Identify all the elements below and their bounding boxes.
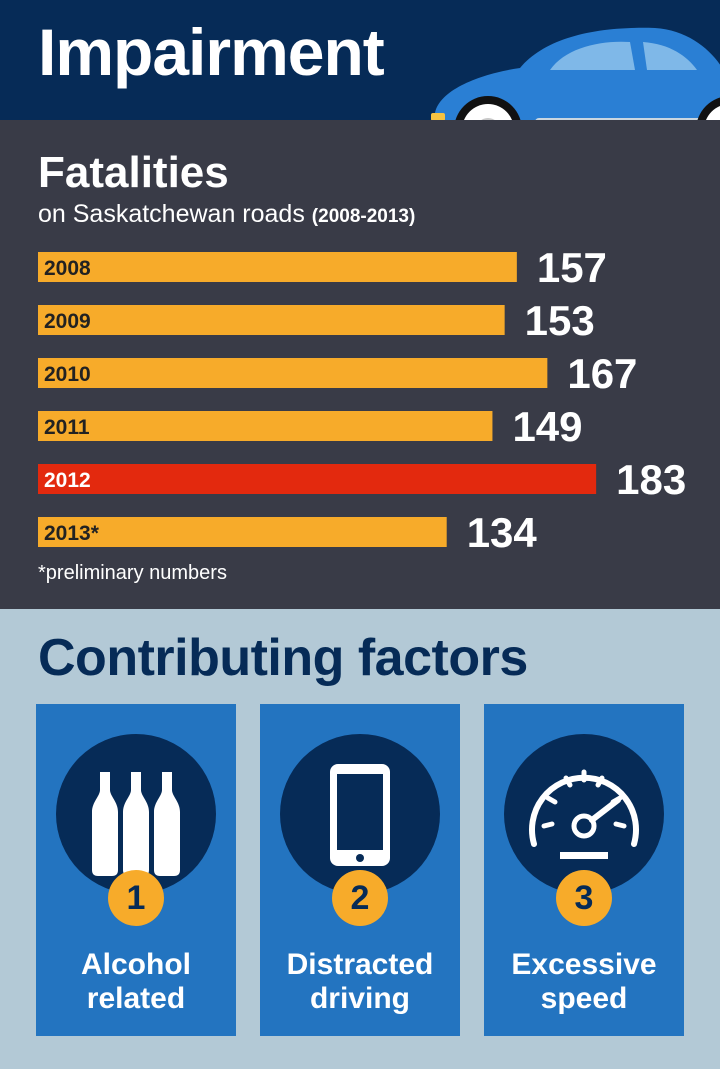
factors-title: Contributing factors xyxy=(38,629,528,687)
factor-card-speed: 3 Excessive speed xyxy=(484,704,684,1036)
chart-subtitle: on Saskatchewan roads (2008-2013) xyxy=(38,200,415,229)
smartphone-icon xyxy=(330,764,390,866)
factor-label-line1: Distracted xyxy=(286,948,434,981)
bar-2009 xyxy=(38,305,505,335)
bar-2010 xyxy=(38,358,548,388)
factor-label-line2: related xyxy=(86,982,186,1015)
factor-number-badge: 2 xyxy=(332,870,388,926)
factor-card-distracted: 2 Distracted driving xyxy=(260,704,460,1036)
chart-title: Fatalities xyxy=(38,148,229,197)
bar-2013 xyxy=(38,517,447,547)
fatalities-bar-chart: 2008 157 2009 153 2010 167 2011 149 2012 183 2013*… xyxy=(38,244,686,556)
speedometer-icon xyxy=(529,769,639,859)
factor-label: Alcohol related xyxy=(36,948,236,1016)
chart-subtitle-text: on Saskatchewan roads xyxy=(38,200,305,228)
bar-2008 xyxy=(38,252,517,282)
factor-label-line2: speed xyxy=(540,982,628,1015)
bar-value-label: 134 xyxy=(467,509,538,556)
factor-label-line2: driving xyxy=(309,982,410,1015)
bar-value-label: 183 xyxy=(616,456,686,503)
bar-2011 xyxy=(38,411,493,441)
bar-category-label: 2013* xyxy=(44,522,100,545)
factor-label: Distracted driving xyxy=(260,948,460,1016)
bar-value-label: 167 xyxy=(567,350,637,397)
bar-value-label: 149 xyxy=(512,403,582,450)
fatalities-chart-panel: Fatalities on Saskatchewan roads (2008-2… xyxy=(0,120,720,609)
bar-category-label: 2009 xyxy=(44,310,91,333)
bar-category-label: 2011 xyxy=(44,416,90,439)
factor-card-alcohol: 1 Alcohol related xyxy=(36,704,236,1036)
bar-value-label: 153 xyxy=(525,297,595,344)
chart-subtitle-range: (2008-2013) xyxy=(311,206,416,227)
bar-category-label: 2012 xyxy=(44,469,91,492)
bar-category-label: 2008 xyxy=(44,257,91,280)
page-title: Impairment xyxy=(38,15,385,89)
bar-2012 xyxy=(38,464,597,494)
factor-label: Excessive speed xyxy=(484,948,684,1016)
bar-value-label: 157 xyxy=(537,244,607,291)
bottles-icon xyxy=(92,772,180,876)
factor-label-line1: Excessive xyxy=(511,948,657,981)
factor-number-badge: 1 xyxy=(108,870,164,926)
bar-category-label: 2010 xyxy=(44,363,91,386)
chart-footnote: *preliminary numbers xyxy=(38,562,227,584)
factor-label-line1: Alcohol xyxy=(81,948,191,981)
factor-number-badge: 3 xyxy=(556,870,612,926)
